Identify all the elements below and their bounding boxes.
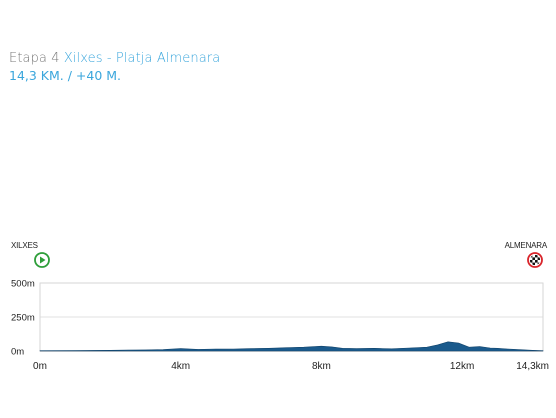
y-tick-label: 0m [11,347,24,358]
elevation-profile-chart: 0m 250m 500m 0m 4km 8km 12km 14,3km [11,279,549,373]
x-tick-label: 0m [33,361,47,372]
checkered-flag-icon [527,252,543,268]
x-tick-label: 14,3km [516,361,549,372]
x-tick-label: 8km [312,361,331,372]
stage-summary: 14,3 KM. / +40 M. [9,68,122,83]
play-circle-icon [34,252,50,268]
stage-title: Etapa 4 Xilxes - Platja Almenara [9,51,220,66]
x-tick-label: 4km [171,361,190,372]
y-tick-label: 500m [11,279,35,290]
y-tick-label: 250m [11,313,35,324]
x-tick-label: 12km [450,361,474,372]
finish-town-label: ALMENARA [504,241,548,250]
start-town-label: XILXES [11,241,38,250]
stage-route: Xilxes - Platja Almenara [63,51,221,66]
stage-label: Etapa 4 [9,51,60,66]
elevation-area [39,341,544,352]
